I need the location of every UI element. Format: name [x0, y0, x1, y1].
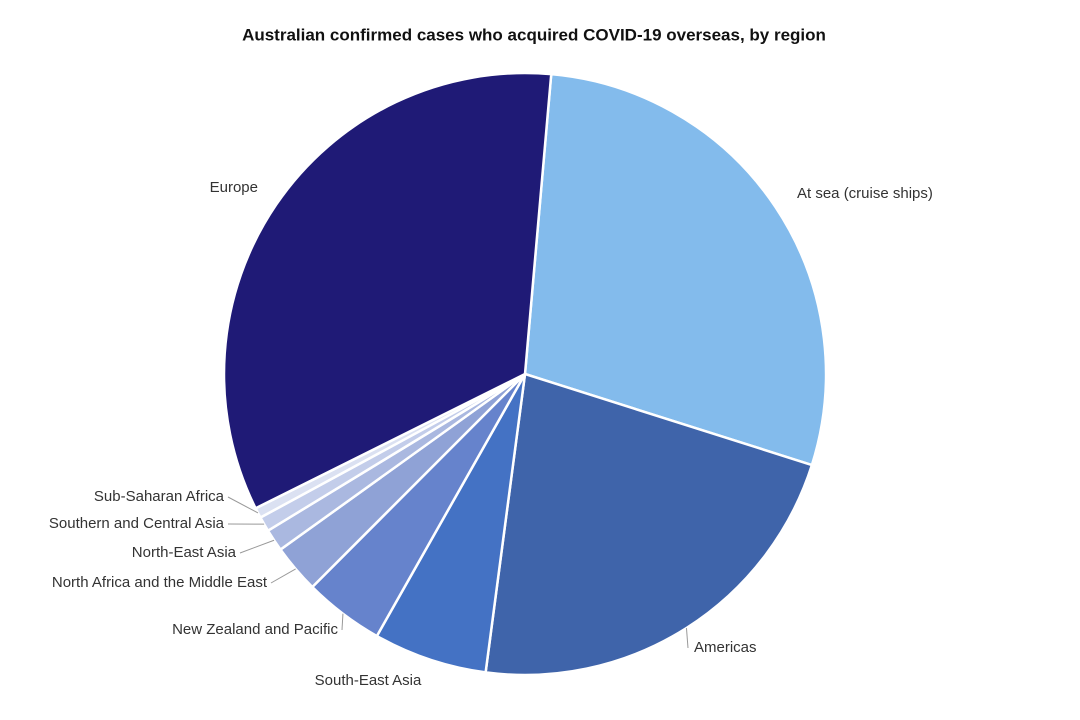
slice-label: North-East Asia — [132, 544, 237, 561]
slice-label: South-East Asia — [315, 672, 422, 689]
leader-line — [685, 627, 689, 649]
leader-line — [341, 613, 344, 631]
slice-label: Europe — [210, 179, 258, 196]
pie-slice — [523, 72, 828, 467]
leader-line — [227, 496, 259, 514]
slice-label: At sea (cruise ships) — [797, 185, 933, 202]
leader-line — [270, 568, 296, 584]
slice-label: North Africa and the Middle East — [51, 574, 267, 591]
chart-title: Australian confirmed cases who acquired … — [242, 25, 826, 44]
leader-line — [239, 539, 275, 554]
slice-label: Americas — [694, 639, 757, 656]
slice-label: Sub-Saharan Africa — [94, 488, 225, 505]
pie-slice — [484, 372, 814, 677]
slice-label: New Zealand and Pacific — [172, 621, 338, 638]
slice-label: Southern and Central Asia — [49, 515, 225, 532]
slice-label-box: North Africa and the Middle East — [51, 574, 267, 591]
pie-slice — [222, 71, 553, 510]
